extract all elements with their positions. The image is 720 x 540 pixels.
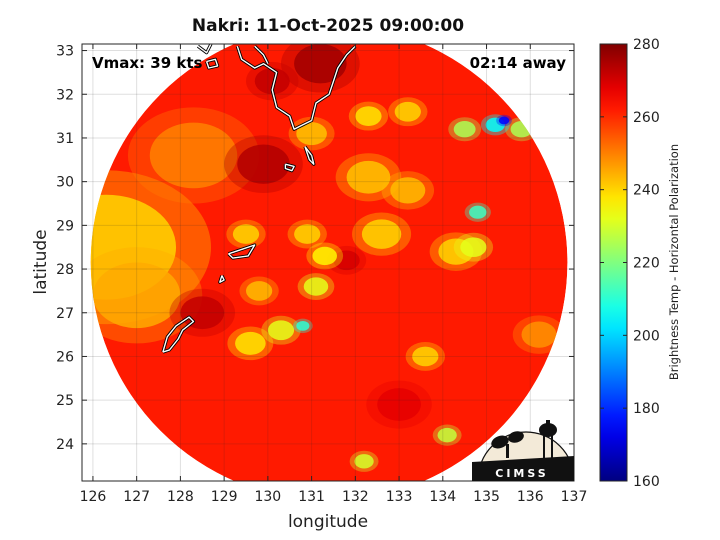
y-tick-label: 29: [56, 218, 74, 234]
x-tick-label: 137: [561, 489, 588, 505]
swath-cell: [254, 68, 290, 95]
swath-cell: [246, 281, 273, 301]
coastline-kyushu-west: [254, 45, 269, 65]
colorbar-label: Brightness Temp - Horizontal Polarizatio…: [667, 144, 681, 380]
swath-cell: [232, 224, 260, 244]
coastline-okinawa: [162, 316, 195, 353]
colorbar-tick-label: 160: [633, 474, 660, 490]
logo-dish-stand: [506, 444, 509, 458]
swath-cell: [469, 205, 487, 219]
colorbar-tick-label: 180: [633, 401, 660, 417]
swath-cell: [346, 160, 391, 194]
logo-dish-right: [508, 431, 524, 443]
logo-tower-cap: [546, 420, 550, 425]
coastline-amami: [228, 244, 256, 259]
swath-cell: [355, 106, 382, 126]
coastline-yakushima: [284, 163, 295, 172]
swath-cell: [237, 144, 290, 184]
colorbar-tick-label: 260: [633, 110, 660, 126]
y-tick-label: 27: [56, 306, 74, 322]
y-tick-label: 30: [56, 175, 74, 191]
coastline-goto: [205, 58, 219, 69]
swath-cell: [377, 388, 421, 421]
colorbar-tick-label: 240: [633, 183, 660, 199]
logo-dish-left: [491, 435, 509, 449]
coastline-tanegashima: [304, 146, 315, 165]
swath-cell: [390, 177, 426, 204]
cimss-logo: CIMSS: [472, 420, 574, 481]
x-tick-label: 136: [517, 489, 544, 505]
colorbar-tick-label: 280: [633, 37, 660, 53]
coastlines: [161, 44, 357, 354]
x-tick-label: 126: [80, 489, 107, 505]
coastline-tokunoshima: [219, 275, 225, 283]
chart-title: Nakri: 11-Oct-2025 09:00:00: [192, 16, 464, 36]
y-axis-label: latitude: [31, 229, 51, 294]
x-tick-label: 128: [167, 489, 194, 505]
swath-cell: [294, 44, 347, 84]
y-tick-label: 33: [56, 44, 74, 60]
y-tick-label: 28: [56, 262, 74, 278]
swath-cell: [294, 224, 321, 244]
grid: [82, 44, 575, 481]
swath-cell: [312, 246, 337, 266]
x-axis-label: longitude: [288, 512, 368, 532]
x-tick-label: 127: [123, 489, 150, 505]
x-tick-label: 135: [473, 489, 500, 505]
coastline-kyushu: [236, 45, 356, 130]
x-tick-label: 134: [429, 489, 456, 505]
colorbar: [599, 43, 628, 482]
vmax-annotation: Vmax: 39 kts: [92, 54, 202, 72]
swath-cell: [296, 320, 310, 331]
y-tick-label: 26: [56, 349, 74, 365]
coastline-sado-north: [197, 44, 212, 54]
swath-cell: [460, 237, 487, 258]
logo-water-tower: [539, 423, 557, 437]
y-tick-label: 25: [56, 393, 74, 409]
x-ticks: 126 127 128 129 130 131 132 133 134 135 136 137: [80, 44, 588, 505]
swath-cell: [267, 320, 295, 341]
time-away-annotation: 02:14 away: [470, 54, 567, 72]
swath-cell: [303, 277, 329, 296]
swath-cell: [498, 116, 510, 125]
swath-cell: [296, 122, 327, 146]
logo-tower-leg-right: [551, 434, 553, 464]
swath-cell: [92, 262, 181, 329]
axes-frame: [81, 43, 575, 482]
colorbar-tick-label: 200: [633, 328, 660, 344]
logo-tower-leg-left: [543, 434, 545, 464]
swath-cell: [394, 101, 421, 122]
swath-cell: [453, 121, 476, 138]
swath-cell: [521, 321, 557, 348]
swath-cell: [235, 331, 266, 355]
swath-cell: [333, 250, 360, 271]
swath-cell: [149, 122, 238, 189]
swath-cell: [361, 219, 402, 249]
x-tick-label: 131: [298, 489, 325, 505]
swath-cell: [437, 427, 457, 443]
y-tick-label: 32: [56, 87, 74, 103]
colorbar-ticks: 160 180 200 220 240 260 280: [600, 37, 660, 490]
swath-cell: [354, 454, 374, 469]
logo-text: CIMSS: [495, 467, 548, 480]
x-tick-label: 129: [211, 489, 238, 505]
y-tick-label: 31: [56, 131, 74, 147]
x-tick-label: 133: [386, 489, 413, 505]
logo-ground: [472, 456, 574, 481]
y-tick-label: 24: [56, 437, 74, 453]
x-tick-label: 130: [254, 489, 281, 505]
swath-cell: [412, 346, 439, 367]
x-tick-label: 132: [342, 489, 369, 505]
colorbar-tick-label: 220: [633, 256, 660, 272]
y-ticks: 24 25 26 27 28 29 30 31 32 33: [56, 44, 574, 453]
